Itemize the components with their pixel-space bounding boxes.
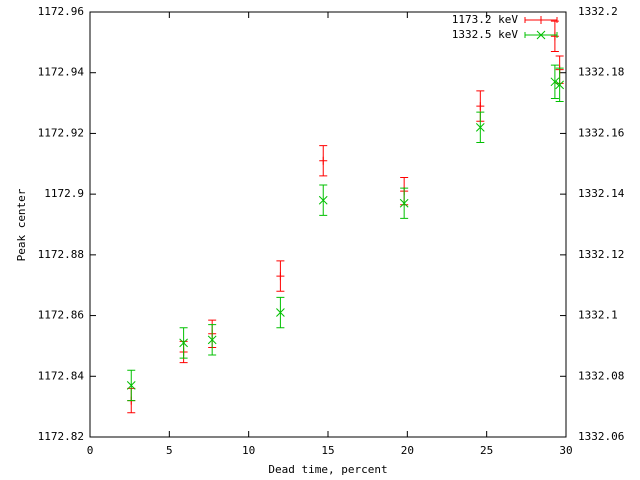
data-point (319, 156, 328, 165)
y-tick-label: 1172.84 (38, 369, 85, 382)
y-tick-label: 1172.9 (44, 187, 84, 200)
y-axis-label: Peak center (15, 188, 28, 261)
plot-frame (89, 11, 567, 438)
x-tick-label: 5 (166, 444, 173, 457)
data-point (555, 80, 565, 90)
data-point (179, 338, 188, 348)
y-tick-label: 1172.88 (38, 248, 84, 261)
x-axis-label: Dead time, percent (268, 463, 387, 476)
x-tick-label: 0 (87, 444, 94, 457)
data-point (318, 195, 328, 205)
data-point (276, 272, 285, 281)
x-tick-label: 30 (559, 444, 572, 457)
y2-tick-label: 1332.2 (578, 5, 618, 18)
x-tick-label: 15 (321, 444, 334, 457)
legend-sample (524, 16, 558, 24)
y2-tick-label: 1332.1 (578, 309, 618, 322)
data-point (399, 198, 409, 208)
y-tick-label: 1172.82 (38, 430, 84, 443)
data-point (276, 308, 285, 317)
data-point (476, 102, 485, 111)
data-point (475, 123, 485, 132)
y2-tick-label: 1332.06 (578, 430, 624, 443)
legend-label: 1332.5 keV (452, 28, 519, 41)
data-point (126, 381, 136, 390)
y-tick-label: 1172.94 (38, 66, 85, 79)
x-tick-label: 20 (401, 444, 414, 457)
data-point (207, 335, 217, 345)
data-point (550, 32, 559, 41)
y-tick-label: 1172.86 (38, 309, 84, 322)
y-tick-label: 1172.96 (38, 5, 84, 18)
y2-tick-label: 1332.16 (578, 126, 624, 139)
y-tick-label: 1172.92 (38, 126, 84, 139)
legend-sample (524, 30, 558, 40)
y2-tick-label: 1332.18 (578, 66, 624, 79)
x-tick-label: 25 (480, 444, 493, 457)
data-point (550, 77, 560, 87)
y2-tick-label: 1332.14 (578, 187, 625, 200)
x-tick-label: 10 (242, 444, 255, 457)
y2-tick-label: 1332.12 (578, 248, 624, 261)
legend-label: 1173.2 keV (452, 13, 519, 26)
y2-tick-label: 1332.08 (578, 369, 624, 382)
